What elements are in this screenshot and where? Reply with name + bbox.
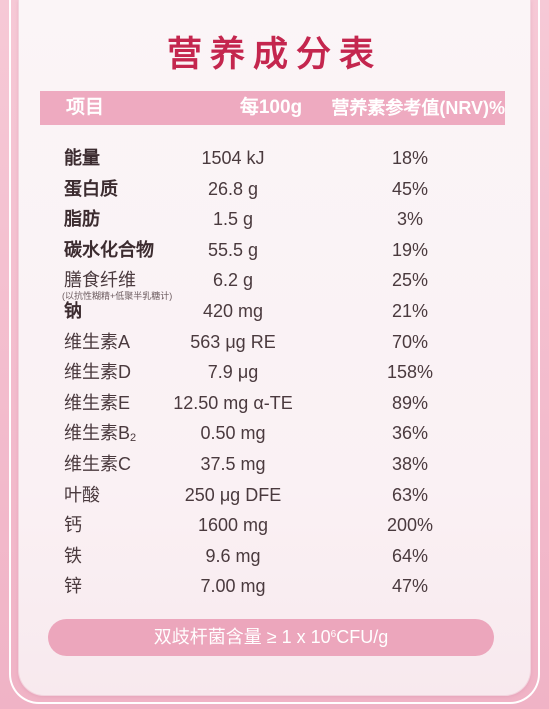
per-100g-value: 7.9 μg — [207, 362, 259, 383]
per-100g-value: 250 μg DFE — [184, 484, 282, 505]
nutrient-name: 铁 — [64, 541, 82, 571]
nutrient-name-text: 钙 — [64, 515, 82, 536]
per-100g-value: 563 μg RE — [190, 331, 276, 352]
nutrient-name-subscript: 2 — [130, 432, 137, 445]
nutrient-name-text: 维生素A — [64, 331, 131, 352]
table-row: 脂肪 1.5 g 3% — [0, 204, 549, 235]
nutrient-name-text: 锌 — [64, 576, 82, 597]
nutrient-name: 维生素D — [64, 357, 131, 387]
table-row: 维生素A 563 μg RE 70% — [0, 327, 549, 358]
per-100g-value: 1504 kJ — [201, 148, 265, 168]
table-header: 项目 每100g 营养素参考值(NRV)% — [40, 91, 505, 125]
nutrition-table: 能量 1504 kJ 18% 蛋白质 26.8 g 45% 脂肪 1.5 g 3% 碳水化合物 55… — [0, 143, 549, 602]
table-row: 蛋白质 26.8 g 45% — [0, 174, 549, 205]
per-100g-value: 26.8 g — [207, 178, 259, 199]
nrv-value: 3% — [396, 209, 423, 230]
header-item: 项目 — [66, 97, 105, 118]
per-100g-value: 37.5 mg — [200, 453, 266, 474]
nutrient-name-text: 脂肪 — [64, 209, 100, 230]
nutrient-name: 维生素E — [64, 388, 130, 418]
per-100g-value: 1600 mg — [197, 515, 269, 536]
nutrient-note: (以抗性糊精+低聚半乳糖计) — [62, 291, 173, 302]
nutrient-name: 碳水化合物 — [64, 235, 154, 265]
table-row: 铁 9.6 mg 64% — [0, 541, 549, 572]
per-100g-value: 55.5 g — [207, 239, 259, 260]
header-nrv: 营养素参考值(NRV)% — [331, 98, 505, 118]
table-row: 钙 1600 mg 200% — [0, 510, 549, 541]
nrv-value: 63% — [391, 484, 429, 505]
nutrient-name: 蛋白质 — [64, 174, 118, 204]
table-row: 能量 1504 kJ 18% — [0, 143, 549, 174]
nrv-value: 38% — [391, 453, 429, 474]
footer-text-before: 双歧杆菌含量 ≥ 1 x 10 — [153, 627, 331, 647]
table-row: 碳水化合物 55.5 g 19% — [0, 235, 549, 266]
table-row: 维生素B2 0.50 mg 36% — [0, 418, 549, 449]
nutrient-name-text: 维生素D — [64, 362, 131, 383]
header-per-100g: 每100g — [239, 97, 303, 118]
nutrient-name: 维生素B2 — [64, 418, 136, 448]
footer-text-after: CFU/g — [336, 627, 389, 647]
nutrient-name-text: 钠 — [64, 300, 82, 321]
per-100g-value: 7.00 mg — [200, 576, 266, 597]
nrv-value: 70% — [391, 331, 429, 352]
nrv-value: 18% — [391, 148, 429, 168]
table-row: 叶酸 250 μg DFE 63% — [0, 480, 549, 511]
nutrient-name: 钙 — [64, 510, 82, 540]
nrv-value: 21% — [391, 300, 429, 321]
footer-superscript: 6 — [330, 629, 337, 640]
table-row: 锌 7.00 mg 47% — [0, 571, 549, 602]
outer-frame — [9, 0, 540, 704]
nutrient-name: 钠 — [64, 296, 82, 326]
nrv-value: 19% — [391, 239, 429, 260]
table-row: 钠 420 mg 21% — [0, 296, 549, 327]
nutrient-name-text: 维生素C — [64, 453, 131, 474]
nrv-value: 25% — [391, 270, 429, 291]
nutrient-name: 锌 — [64, 571, 82, 601]
nutrient-name: 维生素C — [64, 449, 131, 479]
nutrient-name-text: 维生素E — [64, 392, 131, 413]
nutrient-name: 叶酸 — [64, 480, 100, 510]
nrv-value: 64% — [391, 545, 429, 566]
nrv-value: 47% — [391, 576, 429, 597]
nutrient-name-text: 叶酸 — [64, 484, 100, 505]
per-100g-value: 9.6 mg — [205, 545, 261, 566]
nutrient-name: 膳食纤维 — [64, 265, 136, 295]
nrv-value: 89% — [391, 392, 429, 413]
nutrient-name-text: 碳水化合物 — [64, 239, 154, 260]
table-row: 膳食纤维 (以抗性糊精+低聚半乳糖计) 6.2 g 25% — [0, 265, 549, 301]
nrv-value: 158% — [386, 362, 434, 383]
nrv-value: 36% — [391, 423, 429, 444]
nutrient-name: 维生素A — [64, 327, 130, 357]
nutrient-name-text: 维生素B — [64, 423, 131, 444]
table-row: 维生素E 12.50 mg α-TE 89% — [0, 388, 549, 419]
nutrient-name-text: 能量 — [64, 148, 100, 168]
per-100g-value: 420 mg — [202, 300, 264, 321]
table-row: 维生素C 37.5 mg 38% — [0, 449, 549, 480]
nutrient-name-text: 铁 — [64, 545, 82, 566]
per-100g-value: 0.50 mg — [200, 423, 266, 444]
nutrient-name-text: 膳食纤维 — [64, 270, 136, 291]
page-title: 营养成分表 — [166, 35, 382, 74]
per-100g-value: 12.50 mg α-TE — [173, 392, 293, 413]
per-100g-value: 6.2 g — [212, 270, 254, 291]
bifidobacteria-content: 双歧杆菌含量 ≥ 1 x 106CFU/g — [48, 619, 494, 656]
nrv-value: 45% — [391, 178, 429, 199]
nutrient-name: 能量 — [64, 143, 100, 173]
nutrient-name-text: 蛋白质 — [64, 178, 118, 199]
per-100g-value: 1.5 g — [212, 209, 254, 230]
nutrient-name: 脂肪 — [64, 204, 100, 234]
nrv-value: 200% — [386, 515, 434, 536]
table-row: 维生素D 7.9 μg 158% — [0, 357, 549, 388]
